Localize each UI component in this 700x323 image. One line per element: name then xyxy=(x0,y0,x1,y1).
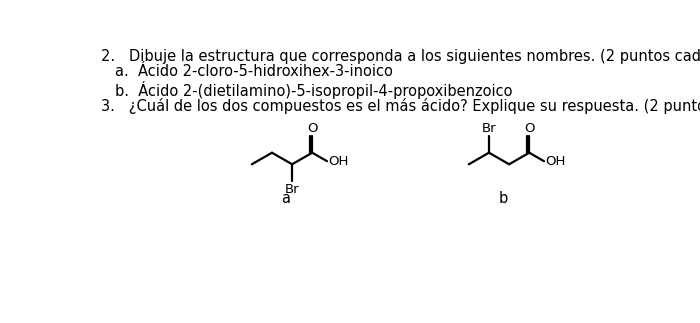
Text: 2.   Dibuje la estructura que corresponda a los siguientes nombres. (2 puntos ca: 2. Dibuje la estructura que corresponda … xyxy=(102,49,700,64)
Text: b.  Ácido 2-(dietilamino)-5-isopropil-4-propoxibenzoico: b. Ácido 2-(dietilamino)-5-isopropil-4-p… xyxy=(115,81,512,99)
Text: O: O xyxy=(307,122,318,135)
Text: OH: OH xyxy=(328,155,349,168)
Text: a.  Ácido 2-cloro-5-hidroxihex-3-inoico: a. Ácido 2-cloro-5-hidroxihex-3-inoico xyxy=(115,64,393,79)
Text: OH: OH xyxy=(545,155,566,168)
Text: Br: Br xyxy=(482,122,496,135)
Text: O: O xyxy=(524,122,535,135)
Text: 3.   ¿Cuál de los dos compuestos es el más ácido? Explique su respuesta. (2 punt: 3. ¿Cuál de los dos compuestos es el más… xyxy=(102,98,700,114)
Text: a: a xyxy=(281,191,290,206)
Text: Br: Br xyxy=(285,183,300,196)
Text: b: b xyxy=(498,191,508,206)
